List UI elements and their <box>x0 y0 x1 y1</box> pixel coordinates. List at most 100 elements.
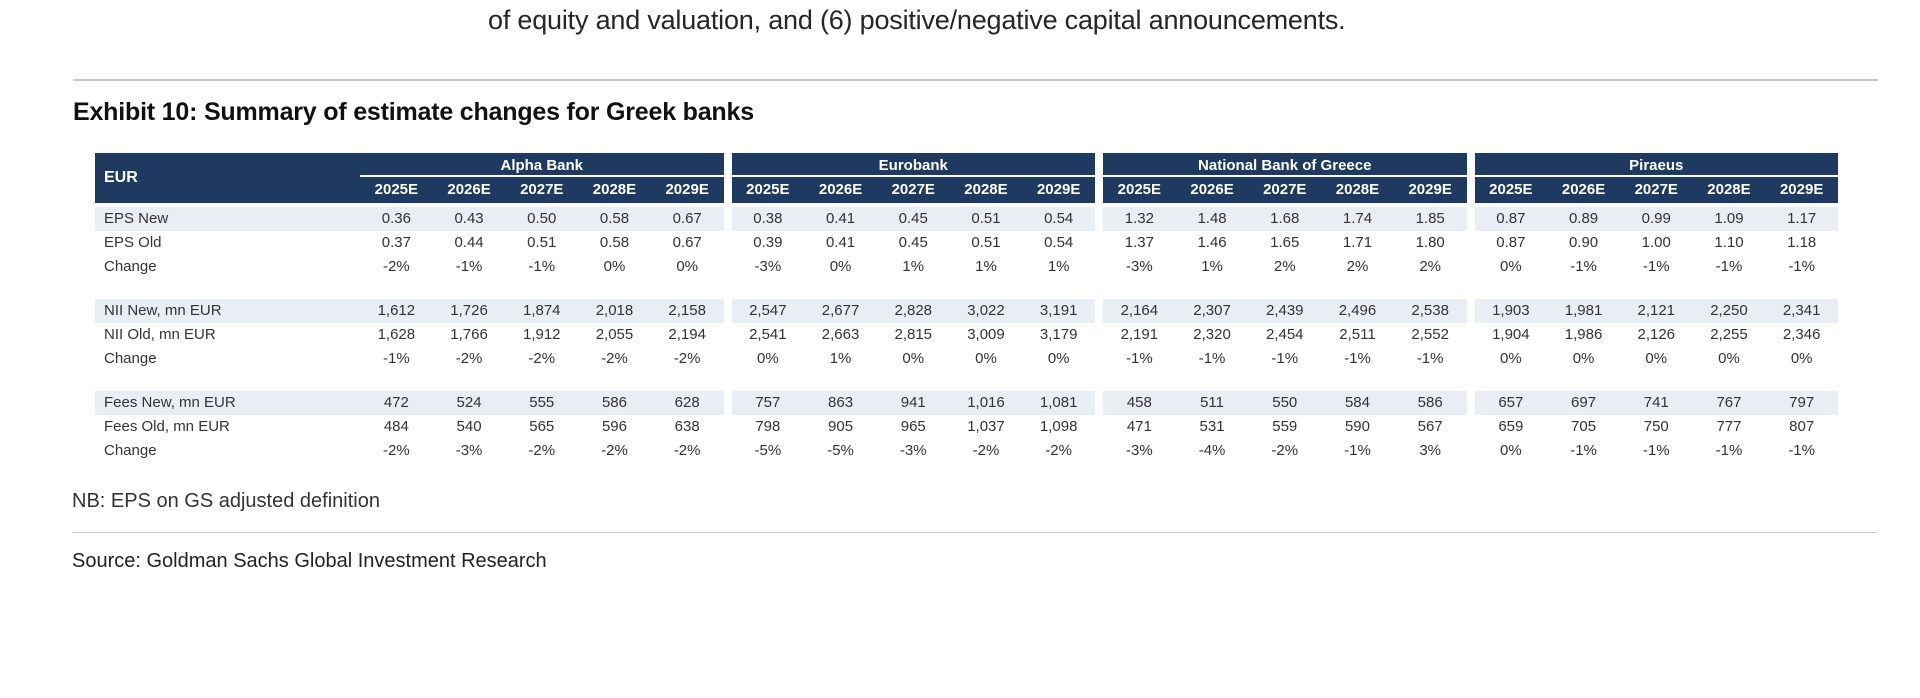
group-gap <box>1095 323 1103 347</box>
group-cells: 0% -1% -1% -1% -1% <box>1475 439 1839 463</box>
table-cell: 1.74 <box>1342 210 1373 227</box>
table-cell: 540 <box>456 418 482 435</box>
table-cell: -2% <box>455 350 483 367</box>
group-gap <box>1466 347 1475 371</box>
year-header: 2028E <box>1335 181 1380 198</box>
table-cell: 0.41 <box>825 234 856 251</box>
bank-group-name: Piraeus <box>1474 153 1838 177</box>
table-cell: 0.51 <box>527 234 557 251</box>
group-cells: 0.39 0.41 0.45 0.51 0.54 <box>732 231 1096 255</box>
table-cell: 2,164 <box>1120 302 1159 319</box>
group-gap <box>1466 415 1475 439</box>
table-cell: -1% <box>383 350 410 367</box>
table-cell: 638 <box>674 418 700 435</box>
table-cell: 905 <box>828 418 854 435</box>
group-cells: -1% -1% -1% -1% -1% <box>1103 347 1467 371</box>
table-cell: 1,098 <box>1039 418 1078 435</box>
table-cell: 1.32 <box>1124 210 1154 227</box>
group-gap <box>1095 207 1103 231</box>
group-cells: 0.87 0.90 1.00 1.10 1.18 <box>1475 231 1839 255</box>
table-cell: 0.37 <box>381 234 411 251</box>
row-label: EPS Old <box>104 234 162 251</box>
year-header-row: 2025E 2026E 2027E 2028E 2029E <box>1103 177 1467 203</box>
table-cell: 1.00 <box>1641 234 1671 251</box>
group-cells: 0.37 0.44 0.51 0.58 0.67 <box>360 231 724 255</box>
table-cell: 2,158 <box>668 302 706 319</box>
table-cell: -3% <box>1126 258 1153 275</box>
table-cell: 0.87 <box>1496 234 1526 251</box>
table-cell: 777 <box>1716 418 1742 435</box>
table-cell: 941 <box>900 394 926 411</box>
top-divider <box>73 79 1878 81</box>
table-cell: 1.09 <box>1714 210 1744 227</box>
table-cell: 0.90 <box>1568 234 1599 251</box>
table-cell: -2% <box>1045 442 1072 459</box>
table-body: EPS New 0.36 0.43 0.50 0.58 0.67 0.38 0.41 0.45 0… <box>95 207 1838 463</box>
table-cell: 1.37 <box>1124 234 1154 251</box>
table-cell: 2,194 <box>668 326 706 343</box>
table-cell: 0% <box>1047 350 1070 367</box>
table-cell: 458 <box>1126 394 1152 411</box>
year-header-row: 2025E 2026E 2027E 2028E 2029E <box>360 177 724 203</box>
table-cell: 2,547 <box>749 302 787 319</box>
table-cell: 0.50 <box>527 210 557 227</box>
group-gap <box>1466 153 1475 203</box>
group-gap <box>1466 299 1475 323</box>
table-cell: 1% <box>1047 258 1070 275</box>
table-cell: 741 <box>1643 394 1669 411</box>
table-cell: 1.71 <box>1342 234 1373 251</box>
group-cells: 2,541 2,663 2,815 3,009 3,179 <box>732 323 1096 347</box>
table-cell: 0.89 <box>1568 210 1599 227</box>
bank-group-name: National Bank of Greece <box>1103 153 1467 177</box>
table-cell: 0.54 <box>1044 234 1074 251</box>
table-cell: 1.10 <box>1714 234 1744 251</box>
year-header: 2026E <box>1190 181 1234 198</box>
year-header: 2027E <box>520 181 564 198</box>
table-cell: 565 <box>529 418 555 435</box>
group-cells: 1.37 1.46 1.65 1.71 1.80 <box>1103 231 1467 255</box>
table-cell: 1,766 <box>450 326 488 343</box>
table-cell: 2,454 <box>1265 326 1304 343</box>
table-cell: 1.65 <box>1270 234 1300 251</box>
group-cells: 484 540 565 596 638 <box>360 415 724 439</box>
table-cell: 2% <box>1346 258 1369 275</box>
table-cell: -4% <box>1198 442 1226 459</box>
year-header: 2027E <box>891 181 935 198</box>
table-cell: 2,307 <box>1193 302 1231 319</box>
source-line: Source: Goldman Sachs Global Investment … <box>72 550 547 572</box>
table-row: Fees Old, mn EUR 484 540 565 596 638 798 905 965… <box>95 415 1838 439</box>
group-cells: 2,164 2,307 2,439 2,496 2,538 <box>1103 299 1467 323</box>
table-cell: 2,346 <box>1782 326 1821 343</box>
section-spacer <box>95 279 1838 299</box>
table-cell: 798 <box>755 418 781 435</box>
table-cell: 0.51 <box>971 234 1001 251</box>
group-cells: -3% -4% -2% -1% 3% <box>1103 439 1467 463</box>
table-cell: 2% <box>1419 258 1441 275</box>
table-cell: 3% <box>1419 442 1441 459</box>
table-cell: -3% <box>455 442 483 459</box>
table-cell: 0.39 <box>753 234 783 251</box>
table-cell: 0.38 <box>753 210 783 227</box>
bank-group-header: Alpha Bank 2025E 2026E 2027E 2028E 2029E <box>360 153 724 203</box>
table-cell: 0% <box>676 258 698 275</box>
row-label: Fees New, mn EUR <box>95 391 360 415</box>
table-cell: 0% <box>1500 442 1522 459</box>
exhibit-title: Exhibit 10: Summary of estimate changes … <box>73 98 754 126</box>
table-cell: 1,037 <box>967 418 1005 435</box>
table-row: EPS New 0.36 0.43 0.50 0.58 0.67 0.38 0.41 0.45 0… <box>95 207 1838 231</box>
group-cells: 471 531 559 590 567 <box>1103 415 1467 439</box>
group-gap <box>1095 391 1103 415</box>
table-cell: -1% <box>1788 258 1815 275</box>
table-cell: 2,552 <box>1411 326 1449 343</box>
table-cell: 586 <box>601 394 627 411</box>
table-cell: 524 <box>456 394 482 411</box>
table-cell: 0% <box>1790 350 1813 367</box>
group-cells: 1.32 1.48 1.68 1.74 1.85 <box>1103 207 1467 231</box>
year-header: 2025E <box>1117 181 1162 198</box>
row-label: Fees Old, mn EUR <box>104 418 230 435</box>
table-cell: 550 <box>1272 394 1298 411</box>
table-cell: 1,628 <box>377 326 416 343</box>
table-cell: 2,018 <box>595 302 634 319</box>
table-cell: -2% <box>673 350 701 367</box>
group-cells: -2% -1% -1% 0% 0% <box>360 255 724 279</box>
